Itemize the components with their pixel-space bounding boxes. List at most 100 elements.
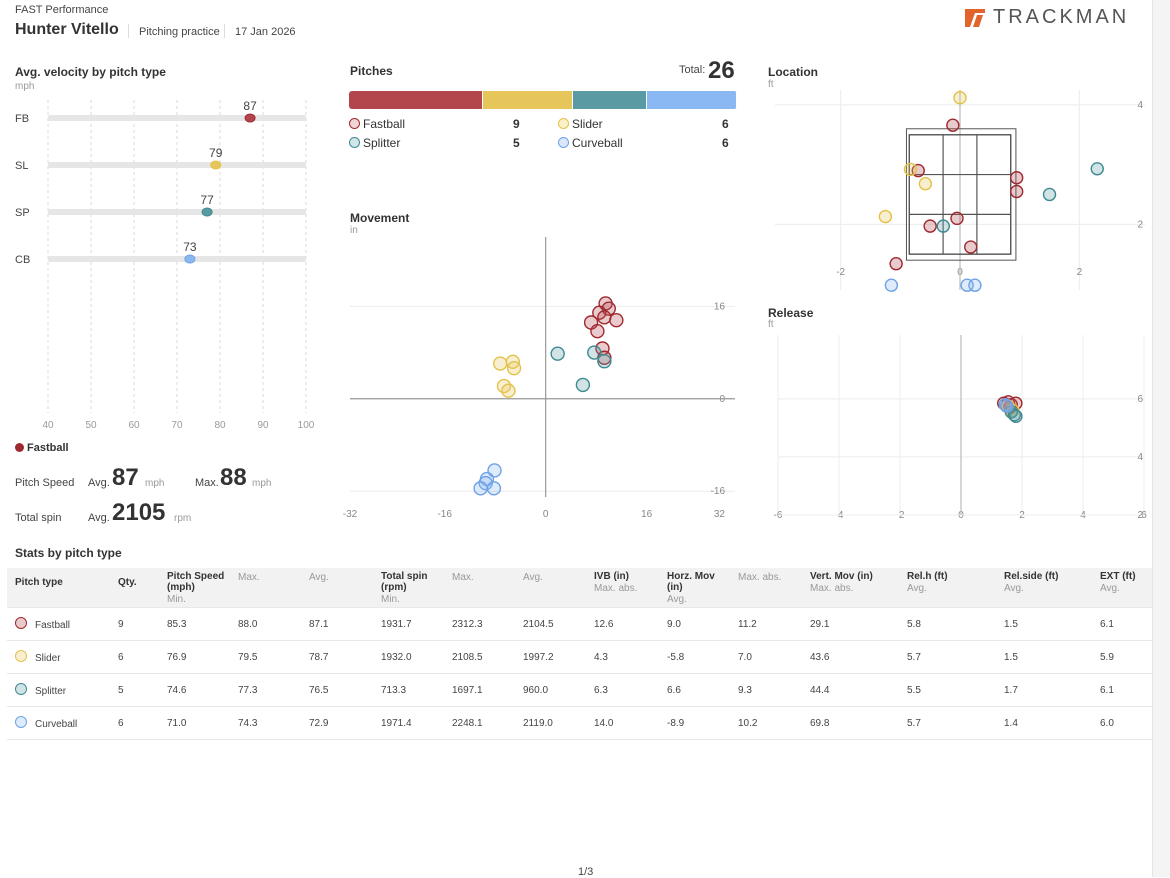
cell-value: 44.4 [810, 684, 830, 696]
cell-value: 2248.1 [452, 717, 483, 729]
stats-cell: 5.9 [1092, 640, 1158, 674]
stats-cell: 960.0 [515, 673, 586, 707]
stats-column-header: Avg. [515, 568, 586, 608]
legend-splitter: Splitter [349, 136, 400, 150]
x-tick-label: -2 [836, 267, 845, 278]
count-fastball: 9 [513, 117, 520, 131]
pitch-mix-segment-fastball [349, 91, 483, 109]
location-chart: -20242 [775, 90, 1145, 292]
stats-cell: 6.6 [659, 673, 730, 707]
cell-value: 6 [118, 717, 124, 729]
spin-avg-value: 2105 [112, 499, 166, 526]
pitch-point-splitter [550, 346, 565, 361]
stats-cell: 1.5 [996, 640, 1092, 674]
stats-cell: 1.4 [996, 706, 1092, 740]
pitch-mix-segment-splitter [572, 91, 648, 109]
stats-cell: 11.2 [730, 607, 802, 641]
velocity-marker-sl [210, 160, 222, 170]
cell-value: 1971.4 [381, 717, 412, 729]
stats-column-header: Rel.side (ft) Avg. [996, 568, 1092, 608]
legend-slider: Slider [558, 117, 603, 131]
spin-avg-unit: rpm [174, 513, 192, 524]
scrollbar-track[interactable] [1152, 0, 1170, 877]
movement-title: Movement [350, 211, 410, 225]
velocity-x-tick: 50 [85, 420, 97, 431]
stats-cell: 2312.3 [444, 607, 515, 641]
pitch-point-slider [903, 162, 918, 177]
column-label: Pitch Speed (mph) [167, 571, 225, 593]
cell-value: 76.9 [167, 651, 187, 663]
stats-cell: 1997.2 [515, 640, 586, 674]
stats-cell: 2119.0 [515, 706, 586, 740]
velocity-x-tick: 100 [298, 420, 315, 431]
cell-value: 69.8 [810, 717, 830, 729]
x-tick-label: 6 [1141, 510, 1147, 521]
pitch-point-slider [878, 209, 893, 224]
trackman-logo-icon [965, 9, 985, 27]
pitch-point-splitter [936, 219, 950, 233]
stats-cell: 85.3 [159, 607, 230, 641]
stats-cell: 1931.7 [373, 607, 444, 641]
stats-cell: 1971.4 [373, 706, 444, 740]
stats-cell: 1.7 [996, 673, 1092, 707]
pitch-point-curveball [478, 475, 493, 491]
stats-cell: 6.0 [1092, 706, 1158, 740]
column-label: EXT (ft) [1100, 571, 1136, 582]
x-tick-label: 2 [1077, 267, 1083, 278]
cell-value: Slider [35, 653, 61, 664]
stats-cell: 44.4 [802, 673, 899, 707]
cell-value: 6.1 [1100, 684, 1114, 696]
cell-value: 6.1 [1100, 618, 1114, 630]
pitch-mix-bar [349, 91, 737, 109]
cell-value: 76.5 [309, 684, 329, 696]
stats-cell: 77.3 [230, 673, 301, 707]
column-label: Horz. Mov (in) [667, 571, 715, 593]
stats-cell: 5 [110, 673, 159, 707]
stats-cell: 6.1 [1092, 673, 1158, 707]
cell-value: 7.0 [738, 651, 752, 663]
pitch-point-curveball [486, 481, 502, 496]
count-slider: 6 [722, 117, 729, 131]
velocity-x-tick: 60 [128, 420, 140, 431]
velocity-track [48, 162, 306, 168]
velocity-chart: 40 50 60 70 80 90 100 FB 87 SL 79 SP 77 CB 73 [15, 99, 315, 431]
y-tick-label: 2 [1137, 510, 1143, 521]
stats-cell: 9.0 [659, 607, 730, 641]
velocity-value-label: 79 [209, 146, 223, 160]
speed-avg-label: Avg. [88, 477, 110, 489]
column-sublabel: Avg. [1100, 583, 1120, 594]
stats-cell: 5.7 [899, 706, 996, 740]
stats-cell: 2104.5 [515, 607, 586, 641]
stats-cell: 6 [110, 706, 159, 740]
stats-cell: 29.1 [802, 607, 899, 641]
cell-value: 71.0 [167, 717, 187, 729]
stats-row-slider: Slider 6 76.9 79.5 78.7 1932.0 2108.5 1997.2 4.3… [7, 640, 1158, 674]
stats-cell: Curveball [7, 706, 110, 740]
cell-value: 43.6 [810, 651, 830, 663]
pitch-point-slider [506, 360, 522, 376]
cell-value: 5.8 [907, 618, 921, 630]
y-tick-label: 16 [714, 301, 726, 312]
stats-cell: 87.1 [301, 607, 373, 641]
pitch-point-slider [953, 91, 967, 105]
column-sublabel: Max. abs. [738, 572, 782, 583]
cell-value: 9.0 [667, 618, 681, 630]
release-chart: -6-4-20246642 [774, 335, 1147, 521]
velocity-x-tick: 80 [214, 420, 226, 431]
total-count: 26 [708, 57, 735, 84]
stats-column-header: Qty. [110, 568, 159, 608]
x-edge-label: 32 [714, 509, 726, 520]
legend-curveball: Curveball [558, 136, 623, 150]
stats-cell: 88.0 [230, 607, 301, 641]
stats-cell: 2108.5 [444, 640, 515, 674]
spin-avg-label: Avg. [88, 512, 110, 524]
stats-cell: 1697.1 [444, 673, 515, 707]
pitch-point-fastball [609, 312, 624, 328]
cell-value: 1932.0 [381, 651, 412, 663]
cell-value: 10.2 [738, 717, 758, 729]
cell-value: 72.9 [309, 717, 329, 729]
column-label: Total spin (rpm) [381, 571, 428, 593]
velocity-category-label: FB [15, 113, 29, 125]
velocity-x-tick: 90 [257, 420, 269, 431]
pitch-point-splitter [587, 345, 602, 360]
